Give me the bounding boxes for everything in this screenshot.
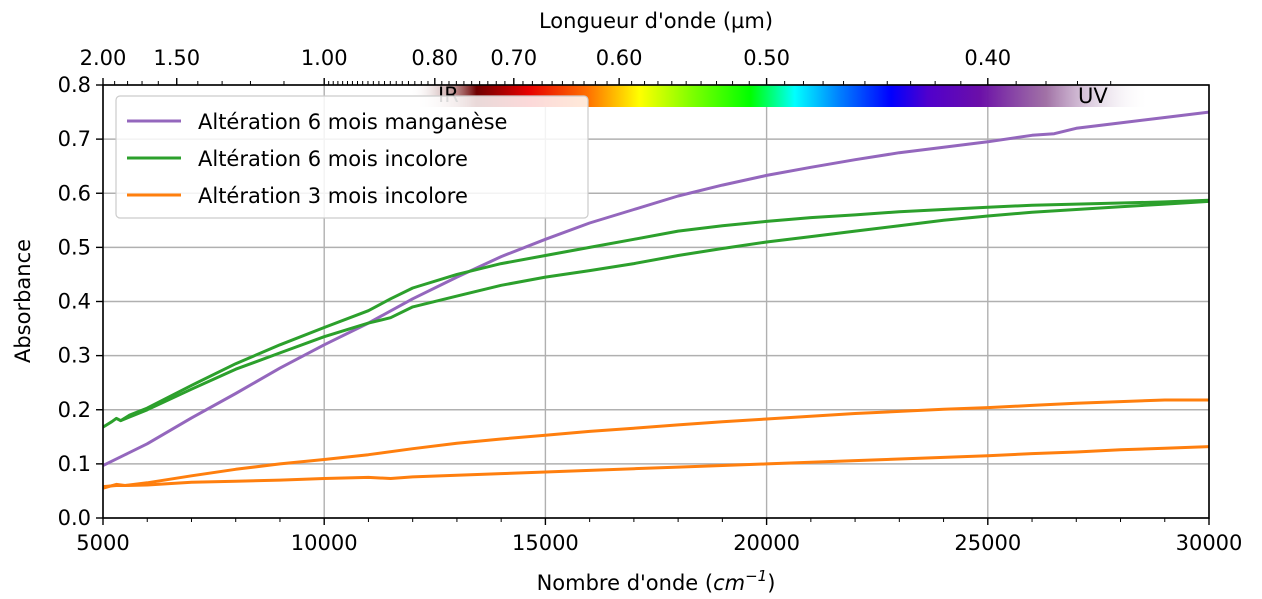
series-line (103, 198, 1209, 429)
top-tick-label: 0.40 (964, 46, 1011, 70)
legend: Altération 6 mois manganèse Altération 6 … (115, 95, 589, 219)
x-tick-label: 15000 (512, 531, 579, 555)
y-tick-label: 0.2 (58, 398, 91, 422)
bottom-x-axis: 5000 10000 15000 20000 25000 30000 (76, 518, 1242, 555)
legend-label: Altération 3 mois incolore (198, 184, 468, 208)
x-tick-label: 20000 (733, 531, 800, 555)
x-axis-unit-exp: −1 (745, 567, 767, 585)
y-tick-label: 0.3 (58, 344, 91, 368)
y-tick-label: 0.5 (58, 235, 91, 259)
top-tick-label: 0.50 (743, 46, 790, 70)
top-axis-title: Longueur d'onde (µm) (539, 9, 773, 33)
top-wavelength-axis: 2.00 1.50 1.00 0.80 0.70 0.60 0.50 0.40 (80, 46, 1112, 85)
series-line (103, 110, 1209, 467)
top-tick-label: 0.80 (411, 46, 458, 70)
spectrum-color-band (410, 85, 1150, 107)
uv-label: UV (1078, 84, 1108, 108)
series-layer (103, 110, 1209, 490)
x-tick-label: 30000 (1176, 531, 1243, 555)
series-line (119, 199, 1209, 423)
top-tick-label: 0.70 (490, 46, 537, 70)
y-tick-label: 0.7 (58, 127, 91, 151)
x-axis-label-text: Nombre d'onde (537, 571, 699, 595)
legend-label: Altération 6 mois manganèse (198, 110, 507, 134)
top-tick-label: 1.00 (301, 46, 348, 70)
y-tick-label: 0.1 (58, 452, 91, 476)
y-tick-label: 0.6 (58, 181, 91, 205)
y-tick-label: 0.8 (58, 73, 91, 97)
y-tick-label: 0.4 (58, 290, 91, 314)
top-tick-label: 1.50 (153, 46, 200, 70)
legend-box (115, 95, 589, 219)
x-tick-label: 25000 (954, 531, 1021, 555)
x-axis-title: Nombre d'onde (cm−1) (537, 567, 776, 595)
series-line (103, 445, 1209, 489)
left-y-axis: 0.0 0.1 0.2 0.3 0.4 0.5 0.6 0.7 0.8 (58, 73, 103, 530)
series-line (103, 398, 1209, 490)
top-tick-label: 2.00 (80, 46, 127, 70)
y-tick-label: 0.0 (58, 506, 91, 530)
x-tick-label: 10000 (291, 531, 358, 555)
top-tick-label: 0.60 (596, 46, 643, 70)
x-tick-label: 5000 (76, 531, 129, 555)
x-axis-unit-base: cm (713, 571, 745, 595)
legend-label: Altération 6 mois incolore (198, 147, 468, 171)
y-axis-title: Absorbance (11, 239, 35, 363)
